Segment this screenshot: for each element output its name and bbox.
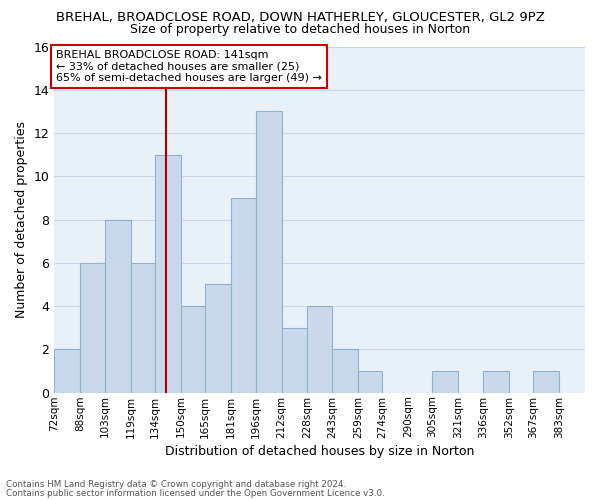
Bar xyxy=(332,350,358,393)
Bar xyxy=(281,328,307,392)
Bar xyxy=(131,263,155,392)
Bar xyxy=(358,371,382,392)
Y-axis label: Number of detached properties: Number of detached properties xyxy=(15,121,28,318)
Text: BREHAL BROADCLOSE ROAD: 141sqm
← 33% of detached houses are smaller (25)
65% of : BREHAL BROADCLOSE ROAD: 141sqm ← 33% of … xyxy=(56,50,322,83)
Bar xyxy=(533,371,559,392)
Bar xyxy=(155,154,181,392)
X-axis label: Distribution of detached houses by size in Norton: Distribution of detached houses by size … xyxy=(165,444,475,458)
Bar xyxy=(54,350,80,393)
Bar xyxy=(231,198,256,392)
Bar xyxy=(256,112,281,392)
Text: Contains HM Land Registry data © Crown copyright and database right 2024.: Contains HM Land Registry data © Crown c… xyxy=(6,480,346,489)
Bar xyxy=(80,263,104,392)
Bar xyxy=(307,306,332,392)
Text: Contains public sector information licensed under the Open Government Licence v3: Contains public sector information licen… xyxy=(6,488,385,498)
Bar xyxy=(433,371,458,392)
Bar xyxy=(205,284,231,393)
Text: BREHAL, BROADCLOSE ROAD, DOWN HATHERLEY, GLOUCESTER, GL2 9PZ: BREHAL, BROADCLOSE ROAD, DOWN HATHERLEY,… xyxy=(56,11,544,24)
Bar xyxy=(483,371,509,392)
Text: Size of property relative to detached houses in Norton: Size of property relative to detached ho… xyxy=(130,22,470,36)
Bar xyxy=(104,220,131,392)
Bar xyxy=(181,306,205,392)
